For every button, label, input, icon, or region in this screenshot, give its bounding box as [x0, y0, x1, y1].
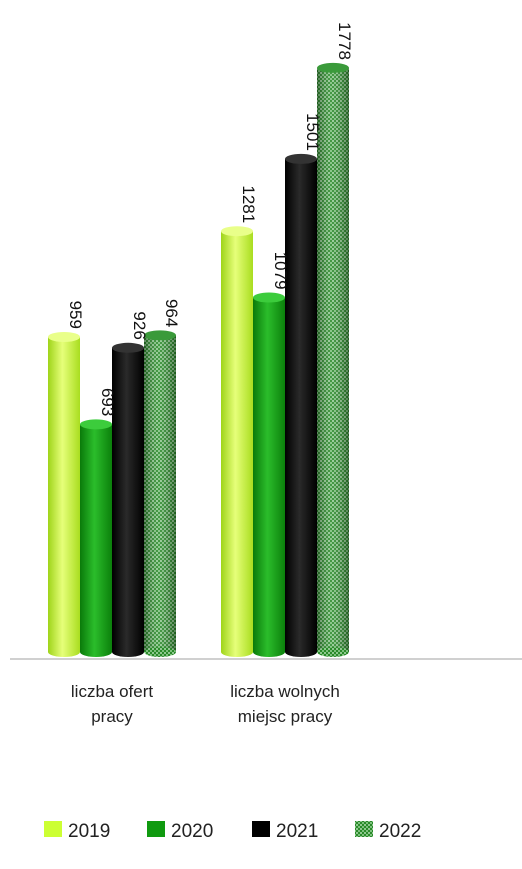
- bar-base: [317, 647, 349, 657]
- bars-layer: [48, 62, 349, 657]
- bar-body: [221, 231, 253, 652]
- data-label: 1501: [303, 113, 322, 151]
- data-label: 1778: [335, 22, 354, 60]
- bar-base: [112, 647, 144, 657]
- bar-body: [285, 158, 317, 652]
- bar-shade: [144, 335, 176, 652]
- category-label: liczba wolnych: [230, 682, 340, 701]
- legend-item-2019: 2019: [44, 821, 110, 842]
- legend-swatch: [44, 821, 62, 837]
- legend-swatch: [147, 821, 165, 837]
- bar-top: [221, 226, 253, 237]
- bar-2019-cat-1: [221, 226, 253, 657]
- bar-top: [317, 62, 349, 73]
- bar-shade: [317, 67, 349, 652]
- legend-label: 2019: [68, 821, 110, 842]
- legend: 2019 2020 2021 2022: [44, 821, 421, 842]
- bar-top: [253, 292, 285, 303]
- bar-top: [285, 153, 317, 164]
- data-label: 964: [162, 299, 181, 327]
- category-label: pracy: [91, 707, 133, 726]
- legend-item-2021: 2021: [252, 821, 318, 842]
- bar-top: [80, 419, 112, 430]
- data-label: 926: [130, 311, 149, 339]
- data-label: 959: [66, 301, 85, 329]
- bar-body: [112, 347, 144, 652]
- legend-label: 2022: [379, 821, 421, 842]
- bar-body: [80, 424, 112, 652]
- bar-2020-cat-0: [80, 419, 112, 657]
- bar-body: [253, 297, 285, 652]
- category-label: liczba ofert: [71, 682, 153, 701]
- bar-2022-cat-0: [144, 330, 176, 657]
- bar-base: [285, 647, 317, 657]
- bar-2021-cat-0: [112, 342, 144, 657]
- bar-base: [48, 647, 80, 657]
- data-label: 1079: [271, 252, 290, 290]
- legend-swatch: [252, 821, 270, 837]
- bar-base: [144, 647, 176, 657]
- bar-base: [253, 647, 285, 657]
- bar-2019-cat-0: [48, 331, 80, 657]
- bar-body: [48, 336, 80, 652]
- bar-top: [48, 331, 80, 342]
- bar-top: [112, 342, 144, 353]
- data-label: 1281: [239, 185, 258, 223]
- bar-base: [80, 647, 112, 657]
- legend-label: 2021: [276, 821, 318, 842]
- legend-item-2022: 2022: [355, 821, 421, 842]
- bar-base: [221, 647, 253, 657]
- legend-swatch: [355, 821, 373, 837]
- bar-top: [144, 330, 176, 341]
- bar-2022-cat-1: [317, 62, 349, 657]
- bar-2020-cat-1: [253, 292, 285, 657]
- legend-item-2020: 2020: [147, 821, 213, 842]
- category-labels: 959 693 926 964 liczba ofert pracy 1281 1079 150…: [66, 22, 354, 726]
- category-label: miejsc pracy: [238, 707, 333, 726]
- bar-2021-cat-1: [285, 153, 317, 657]
- data-label: 693: [98, 388, 117, 416]
- legend-label: 2020: [171, 821, 213, 842]
